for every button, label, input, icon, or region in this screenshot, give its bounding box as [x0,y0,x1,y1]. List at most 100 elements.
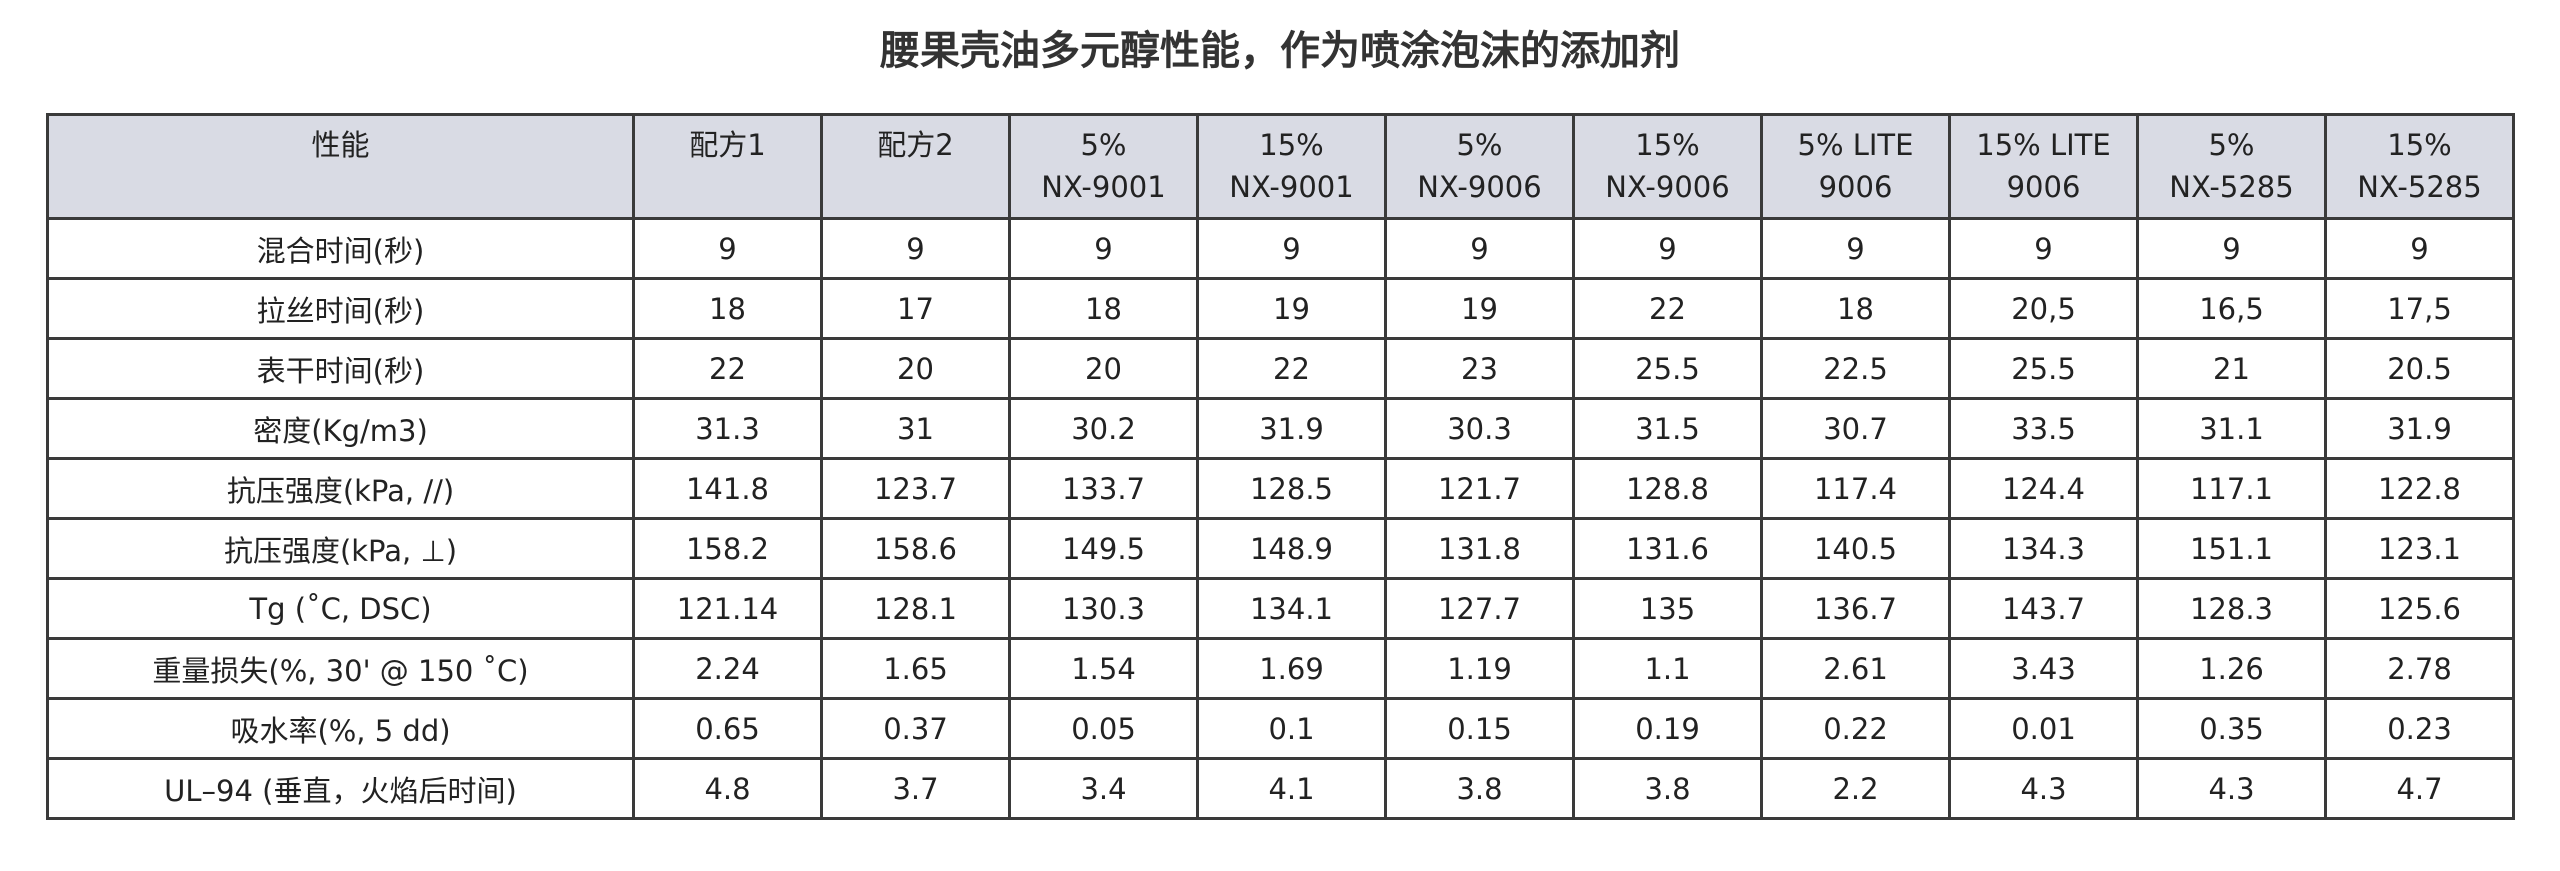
table-cell: 0.37 [820,697,1011,760]
table-cell: 2.2 [1760,757,1951,820]
table-cell: 1.54 [1008,637,1199,700]
table-cell: 9 [1196,217,1387,280]
table-cell: 0.22 [1760,697,1951,760]
table-cell: 16,5 [2136,277,2327,340]
table-cell: 128.3 [2136,577,2327,640]
table-cell: 136.7 [1760,577,1951,640]
header-cell: 15% NX-9001 [1196,113,1387,220]
table-cell: 17,5 [2324,277,2515,340]
table-cell: 21 [2136,337,2327,400]
table-cell: 9 [820,217,1011,280]
header-row: 性能 配方1 配方2 5% NX-9001 15% NX-9001 5% NX-9006 1… [46,113,2515,220]
table-cell: 1.1 [1572,637,1763,700]
table-cell: 1.19 [1384,637,1575,700]
table-cell: 0.19 [1572,697,1763,760]
table-cell: 30.3 [1384,397,1575,460]
table-cell: 3.7 [820,757,1011,820]
table-cell: 31 [820,397,1011,460]
header-cell: 性能 [46,113,635,220]
table-cell: 4.8 [632,757,823,820]
table-cell: 9 [2136,217,2327,280]
table-cell: 148.9 [1196,517,1387,580]
table-cell: 122.8 [2324,457,2515,520]
table-row: UL–94 (垂直，火焰后时间) 4.8 3.7 3.4 4.1 3.8 3.8 2.2 4.3… [46,757,2515,820]
table-row: 拉丝时间(秒) 18 17 18 19 19 22 18 20,5 16,5 17,5 [46,277,2515,340]
table-cell: 31.5 [1572,397,1763,460]
table-row: 混合时间(秒) 9 9 9 9 9 9 9 9 9 9 [46,217,2515,280]
table-cell: 31.9 [1196,397,1387,460]
table-cell: 135 [1572,577,1763,640]
table-cell: 9 [2324,217,2515,280]
table-cell: 123.7 [820,457,1011,520]
table-cell: 20 [820,337,1011,400]
table-cell: 3.8 [1384,757,1575,820]
properties-table: 性能 配方1 配方2 5% NX-9001 15% NX-9001 5% NX-9006 1… [46,113,2515,820]
table-cell: 141.8 [632,457,823,520]
header-cell: 5% LITE 9006 [1760,113,1951,220]
table-cell: 0.35 [2136,697,2327,760]
table-cell: 9 [1008,217,1199,280]
table-cell: 2.24 [632,637,823,700]
table-cell: 121.14 [632,577,823,640]
table-cell: 134.3 [1948,517,2139,580]
row-label: Tg (˚C, DSC) [46,577,635,640]
table-cell: 1.65 [820,637,1011,700]
table-row: Tg (˚C, DSC) 121.14 128.1 130.3 134.1 127.7 13… [46,577,2515,640]
table-cell: 30.7 [1760,397,1951,460]
table-cell: 9 [1760,217,1951,280]
table-cell: 123.1 [2324,517,2515,580]
table-cell: 1.69 [1196,637,1387,700]
table-row: 重量损失(%, 30' @ 150 ˚C) 2.24 1.65 1.54 1.69 1.1… [46,637,2515,700]
header-cell: 配方2 [820,113,1011,220]
table-cell: 117.4 [1760,457,1951,520]
row-label: 表干时间(秒) [46,337,635,400]
table-cell: 151.1 [2136,517,2327,580]
table-cell: 121.7 [1384,457,1575,520]
table-cell: 20,5 [1948,277,2139,340]
table-cell: 18 [1008,277,1199,340]
table-cell: 124.4 [1948,457,2139,520]
table-cell: 3.43 [1948,637,2139,700]
table-cell: 128.5 [1196,457,1387,520]
table-cell: 0.05 [1008,697,1199,760]
table-cell: 31.1 [2136,397,2327,460]
row-label: 重量损失(%, 30' @ 150 ˚C) [46,637,635,700]
table-cell: 143.7 [1948,577,2139,640]
table-cell: 125.6 [2324,577,2515,640]
table-row: 抗压强度(kPa, //) 141.8 123.7 133.7 128.5 121.7 12… [46,457,2515,520]
table-cell: 18 [1760,277,1951,340]
table-cell: 128.1 [820,577,1011,640]
table-cell: 4.3 [1948,757,2139,820]
table-cell: 134.1 [1196,577,1387,640]
table-cell: 22 [632,337,823,400]
table-cell: 30.2 [1008,397,1199,460]
table-cell: 31.9 [2324,397,2515,460]
table-cell: 18 [632,277,823,340]
table-cell: 20.5 [2324,337,2515,400]
table-cell: 130.3 [1008,577,1199,640]
header-cell: 15% NX-5285 [2324,113,2515,220]
table-cell: 4.3 [2136,757,2327,820]
table-cell: 23 [1384,337,1575,400]
table-cell: 22.5 [1760,337,1951,400]
table-cell: 131.8 [1384,517,1575,580]
table-cell: 20 [1008,337,1199,400]
table-cell: 4.1 [1196,757,1387,820]
row-label: 抗压强度(kPa, //) [46,457,635,520]
table-cell: 2.61 [1760,637,1951,700]
table-cell: 9 [1948,217,2139,280]
table-cell: 9 [1572,217,1763,280]
table-cell: 19 [1196,277,1387,340]
table-cell: 22 [1572,277,1763,340]
row-label: 抗压强度(kPa, ⊥) [46,517,635,580]
table-cell: 9 [632,217,823,280]
table-cell: 158.6 [820,517,1011,580]
table-cell: 0.65 [632,697,823,760]
table-cell: 158.2 [632,517,823,580]
header-cell: 5% NX-9001 [1008,113,1199,220]
row-label: 拉丝时间(秒) [46,277,635,340]
table-cell: 0.15 [1384,697,1575,760]
table-cell: 31.3 [632,397,823,460]
table-cell: 117.1 [2136,457,2327,520]
